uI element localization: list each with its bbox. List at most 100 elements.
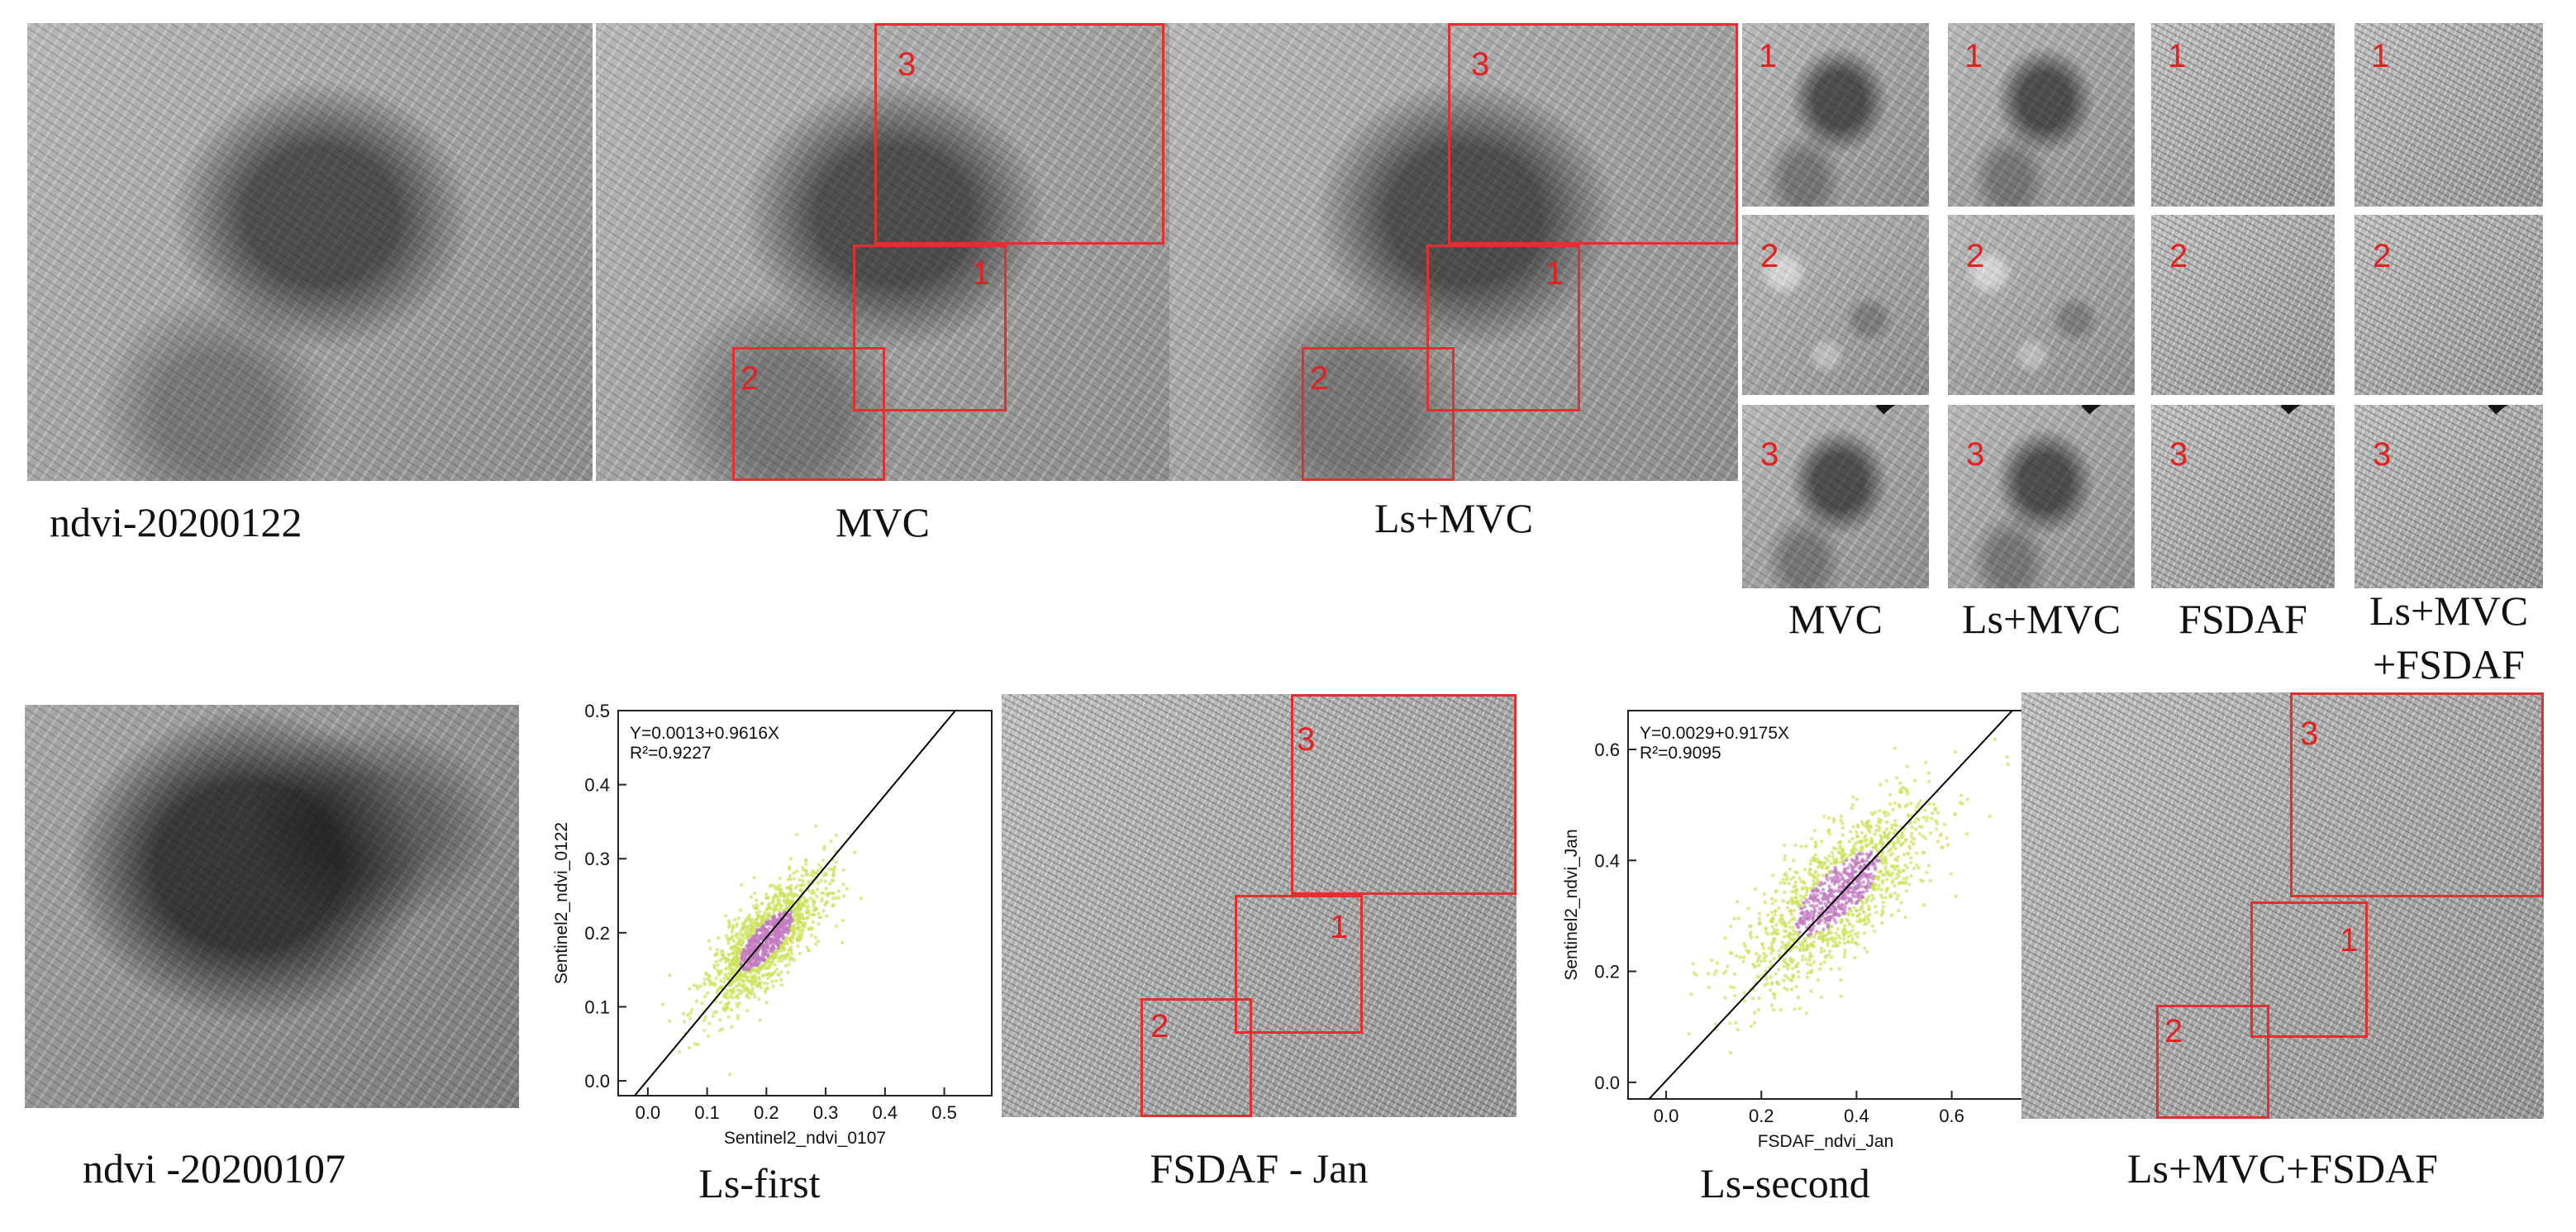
scatter-point	[726, 1015, 731, 1019]
scatter-point	[1897, 881, 1901, 886]
scatter-point	[1949, 872, 1954, 876]
scatter-point	[688, 1016, 693, 1020]
scatter-point	[1905, 865, 1909, 870]
scatter-point	[742, 949, 747, 954]
scatter-point	[1935, 821, 1940, 825]
scatter-point	[769, 906, 773, 911]
scatter-point	[1804, 844, 1808, 849]
scatter-point	[1864, 888, 1869, 893]
scatter-point	[1782, 858, 1787, 862]
scatter-point	[740, 943, 744, 947]
caption-grid-fsdaf: FSDAF	[2178, 596, 2307, 642]
scatter-point	[1799, 897, 1803, 902]
scatter-point	[1886, 869, 1890, 873]
scatter-point	[1837, 967, 1842, 971]
scatter-point	[1823, 955, 1828, 960]
scatter-point	[1785, 987, 1789, 992]
scatter-point	[1838, 935, 1842, 940]
scatter-point	[1875, 849, 1879, 854]
scatter-point	[1840, 929, 1845, 934]
scatter-point	[1905, 764, 1909, 768]
scatter-point	[1845, 931, 1849, 935]
scatter-point	[772, 884, 777, 888]
region-label-3: 3	[1760, 436, 1779, 473]
scatter-point	[1942, 822, 1946, 826]
scatter-point	[1897, 802, 1902, 807]
scatter-point	[819, 891, 824, 896]
scatter-point	[809, 933, 813, 938]
scatter-point	[831, 892, 836, 896]
scatter-point	[759, 901, 764, 906]
scatter-point	[1874, 876, 1878, 880]
region-label-2: 2	[1310, 360, 1329, 397]
scatter-point	[763, 990, 768, 994]
scatter-point	[1834, 920, 1838, 925]
scatter-point	[1823, 892, 1827, 897]
scatter-point	[1909, 802, 1913, 806]
scatter-point	[1813, 853, 1818, 857]
scatter-point	[1765, 982, 1769, 986]
scatter-point	[1836, 943, 1840, 948]
scatter-point	[706, 1034, 711, 1039]
scatter-point	[1858, 874, 1863, 878]
scatter-point	[730, 981, 734, 986]
scatter-plot-ls-second: 0.0 0.2 0.4 0.6 0.0 0.2 0.4 0.6 FSDAF_ndvi_Jan Se…	[1562, 710, 2024, 1151]
scatter-point	[1797, 919, 1802, 923]
scatter-point	[1917, 831, 1922, 836]
scatter-point	[798, 878, 802, 882]
scatter-point	[1988, 814, 1992, 819]
scatter-point	[1783, 957, 1787, 961]
highlight-box-1	[1426, 245, 1580, 411]
scatter-point	[1865, 897, 1870, 902]
scatter-point	[1834, 936, 1838, 940]
scatter-point	[732, 968, 736, 972]
scatter-point	[780, 890, 784, 895]
scatter-point	[752, 876, 756, 880]
scatter-point	[668, 973, 672, 978]
scatter-point	[1839, 994, 1843, 999]
scatter-point	[715, 947, 720, 952]
scatter-point	[1812, 960, 1817, 964]
scatter-point	[730, 930, 734, 934]
scatter-point	[1713, 1022, 1718, 1026]
scatter-point	[777, 909, 782, 914]
scatter-point	[1830, 850, 1835, 855]
scatter-point	[745, 987, 750, 992]
scatter-point	[1888, 894, 1893, 898]
scatter-point	[703, 971, 708, 975]
scatter-point	[698, 984, 703, 988]
scatter-point	[1812, 935, 1817, 939]
scatter-point	[793, 893, 797, 897]
scatter-point	[755, 911, 759, 915]
zoom-mvc-region-1: 1	[1742, 23, 1929, 207]
region-label-2: 2	[2164, 1013, 2183, 1049]
scatter-point	[812, 898, 816, 902]
scatter-point	[1812, 899, 1817, 903]
scatter-point	[759, 957, 764, 961]
scatter-point	[1923, 836, 1927, 840]
scatter-point	[1862, 931, 1867, 935]
scatter-point	[730, 1025, 734, 1029]
scatter-point	[1926, 771, 1931, 775]
fit-line	[633, 711, 957, 1096]
scatter-point	[660, 1002, 665, 1006]
scatter-point	[1885, 886, 1890, 891]
scatter-point	[741, 979, 745, 984]
scatter-point	[1850, 901, 1855, 905]
scatter-point	[1874, 911, 1878, 915]
scatter-point	[1822, 959, 1826, 964]
scatter-point	[1918, 878, 1923, 882]
scatter-point	[1860, 830, 1864, 835]
scatter-point	[1848, 897, 1852, 901]
scatter-point	[822, 844, 826, 849]
scatter-point	[795, 883, 800, 888]
scatter-point	[745, 935, 750, 939]
scatter-point	[768, 941, 772, 945]
scatter-point	[1834, 931, 1838, 935]
highlight-box-3	[874, 23, 1164, 245]
scatter-point	[1764, 954, 1769, 958]
scatter-point	[752, 920, 757, 924]
scatter-point	[1840, 877, 1845, 881]
scatter-point	[1831, 944, 1836, 948]
scatter-point	[1930, 816, 1934, 821]
